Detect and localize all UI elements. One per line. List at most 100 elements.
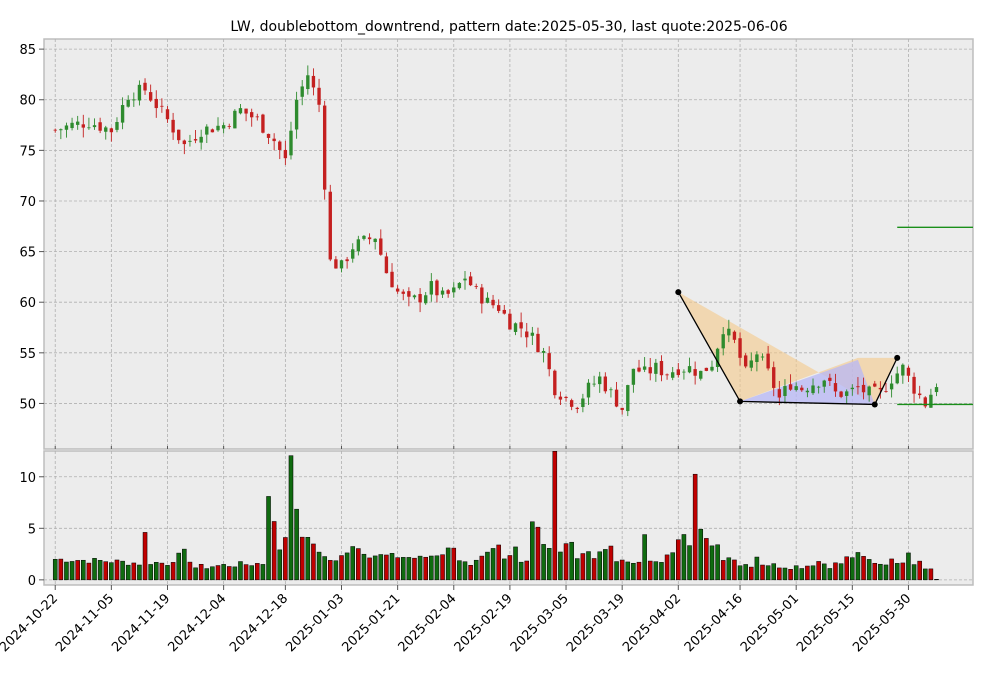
candle-body xyxy=(250,112,254,118)
volume-bar xyxy=(52,559,58,581)
candle-body xyxy=(878,387,883,390)
candle-body xyxy=(508,313,512,330)
candle-body xyxy=(233,110,237,129)
candle-body xyxy=(294,99,299,130)
candle-body xyxy=(496,305,501,311)
candle-body xyxy=(283,149,288,159)
volume-bar xyxy=(210,566,215,581)
volume-bar xyxy=(170,562,176,581)
candle-body xyxy=(457,282,462,289)
volume-bar xyxy=(765,565,771,581)
volume-bar xyxy=(709,545,715,581)
candle-body xyxy=(317,87,321,105)
candle-body xyxy=(384,256,389,274)
candle-body xyxy=(87,127,91,129)
volume-bar xyxy=(412,557,417,581)
candle-body xyxy=(255,116,259,118)
volume-bar xyxy=(406,557,412,581)
volume-bar xyxy=(619,559,625,581)
volume-bar xyxy=(771,563,776,581)
candle-body xyxy=(221,125,226,129)
candle-body xyxy=(92,125,97,128)
volume-bar xyxy=(799,568,805,581)
pattern-polyline xyxy=(675,226,973,408)
candle-body xyxy=(743,355,748,367)
volume-bar xyxy=(153,562,159,581)
candle-body xyxy=(367,237,372,240)
volume-bar xyxy=(238,561,243,581)
volume-bar xyxy=(148,564,153,581)
volume-bar xyxy=(603,549,608,581)
price-y-tick-label: 50 xyxy=(19,397,36,412)
volume-bar xyxy=(339,555,344,581)
volume-bar xyxy=(434,555,440,581)
volume-bar xyxy=(530,521,535,581)
candle-body xyxy=(59,129,63,131)
candle-body xyxy=(715,348,720,367)
volume-bar xyxy=(215,565,221,581)
candle-body xyxy=(289,130,293,156)
candle-body xyxy=(435,280,439,296)
candle-body xyxy=(70,122,74,129)
volume-bar xyxy=(187,561,193,581)
x-tick-label: 2025-04-16 xyxy=(682,591,746,655)
volume-bar xyxy=(872,562,878,581)
candle-body xyxy=(137,84,142,101)
volume-bar xyxy=(114,559,120,581)
volume-bar xyxy=(659,562,664,581)
volume-bar xyxy=(109,562,114,581)
volume-bar xyxy=(266,496,271,581)
volume-bar xyxy=(75,560,80,581)
candle-body xyxy=(603,376,608,392)
volume-bar xyxy=(350,546,356,581)
volume-bar xyxy=(614,561,619,581)
x-tick-label: 2024-12-18 xyxy=(227,591,291,655)
candle-body xyxy=(772,367,776,388)
volume-bar xyxy=(165,565,170,581)
volume-bar xyxy=(277,549,283,581)
volume-bar xyxy=(64,561,69,581)
candle-body xyxy=(631,368,636,385)
volume-bar xyxy=(923,568,928,581)
volume-bar xyxy=(591,558,597,581)
volume-bar xyxy=(861,556,866,581)
volume-bar xyxy=(546,548,552,581)
candle-body xyxy=(586,382,591,398)
volume-bar xyxy=(704,538,709,581)
volume-bar xyxy=(838,563,844,581)
candle-body xyxy=(143,82,147,91)
volume-bar xyxy=(221,564,226,581)
volume-bar xyxy=(372,555,378,581)
volume-bar xyxy=(198,563,204,581)
volume-bar xyxy=(299,536,305,581)
candle-body xyxy=(210,129,215,133)
candle-body xyxy=(884,391,888,392)
volume-bar xyxy=(125,564,131,581)
volume-bar xyxy=(131,562,137,581)
x-tick-label: 2025-05-01 xyxy=(738,591,802,655)
volume-bar xyxy=(485,551,490,581)
price-y-tick-label: 60 xyxy=(19,296,36,311)
volume-bar xyxy=(906,552,911,581)
candle-body xyxy=(575,407,579,409)
volume-series xyxy=(52,451,939,581)
candle-body xyxy=(850,387,854,390)
volume-bar xyxy=(917,560,922,581)
candle-body xyxy=(626,385,630,412)
candle-body xyxy=(379,238,383,255)
volume-bar xyxy=(664,554,670,581)
candle-body xyxy=(154,98,158,109)
price-y-tick-label: 75 xyxy=(19,144,36,159)
x-tick-label: 2024-12-04 xyxy=(165,591,229,655)
volume-bar xyxy=(294,508,299,581)
volume-bar xyxy=(754,556,760,581)
candle-body xyxy=(446,290,450,294)
pattern-line xyxy=(677,291,898,406)
candle-body xyxy=(261,114,265,133)
candle-body xyxy=(856,386,860,388)
pattern-point xyxy=(894,354,901,361)
candle-body xyxy=(334,259,338,269)
candle-body xyxy=(109,128,114,133)
candle-body xyxy=(339,260,344,269)
volume-bar xyxy=(889,558,894,581)
